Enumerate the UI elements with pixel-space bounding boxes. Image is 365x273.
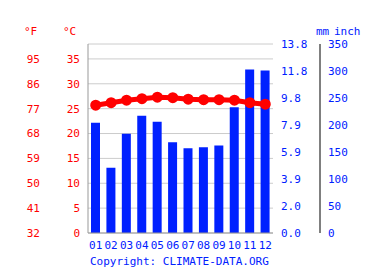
svg-text:2.0: 2.0 — [281, 200, 301, 213]
svg-text:11.8: 11.8 — [281, 65, 308, 78]
svg-text:04: 04 — [135, 239, 149, 252]
svg-text:02: 02 — [105, 239, 118, 252]
svg-text:05: 05 — [151, 239, 164, 252]
svg-text:50: 50 — [27, 177, 40, 190]
svg-text:10: 10 — [67, 177, 80, 190]
svg-text:01: 01 — [89, 239, 102, 252]
svg-text:07: 07 — [182, 239, 195, 252]
svg-text:100: 100 — [328, 173, 348, 186]
svg-text:3.9: 3.9 — [281, 173, 301, 186]
svg-text:06: 06 — [166, 239, 179, 252]
svg-text:0.0: 0.0 — [281, 227, 301, 240]
svg-text:15: 15 — [67, 152, 80, 165]
svg-text:5: 5 — [73, 202, 80, 215]
svg-text:250: 250 — [328, 92, 348, 105]
html-text:mm inch: mm inch — [316, 25, 361, 38]
svg-text:5.9: 5.9 — [281, 146, 301, 159]
svg-text:86: 86 — [27, 78, 40, 91]
html-text:Copyright: CLIMATE-DATA.ORG: Copyright: CLIMATE-DATA.ORG — [90, 255, 269, 268]
svg-text:200: 200 — [328, 119, 348, 132]
svg-text:150: 150 — [328, 146, 348, 159]
svg-text:30: 30 — [67, 78, 80, 91]
svg-text:13.8: 13.8 — [281, 38, 308, 51]
svg-text:11: 11 — [243, 239, 256, 252]
svg-text:12: 12 — [259, 239, 272, 252]
svg-text:09: 09 — [212, 239, 225, 252]
svg-text:25: 25 — [67, 103, 80, 116]
svg-text:10: 10 — [228, 239, 241, 252]
svg-text:77: 77 — [27, 103, 40, 116]
svg-text:68: 68 — [27, 127, 40, 140]
svg-text:50: 50 — [328, 200, 341, 213]
svg-text:35: 35 — [67, 53, 80, 66]
svg-text:95: 95 — [27, 53, 40, 66]
svg-text:0: 0 — [328, 227, 335, 240]
svg-text:0: 0 — [73, 227, 80, 240]
svg-text:03: 03 — [120, 239, 133, 252]
svg-text:300: 300 — [328, 65, 348, 78]
svg-text:08: 08 — [197, 239, 210, 252]
html-text:°C: °C — [63, 25, 77, 38]
svg-text:7.9: 7.9 — [281, 119, 301, 132]
svg-text:59: 59 — [27, 152, 40, 165]
svg-text:32: 32 — [27, 227, 40, 240]
svg-text:350: 350 — [328, 38, 348, 51]
svg-text:9.8: 9.8 — [281, 92, 301, 105]
svg-text:20: 20 — [67, 127, 80, 140]
svg-text:41: 41 — [27, 202, 40, 215]
html-text:°F: °F — [24, 25, 38, 38]
